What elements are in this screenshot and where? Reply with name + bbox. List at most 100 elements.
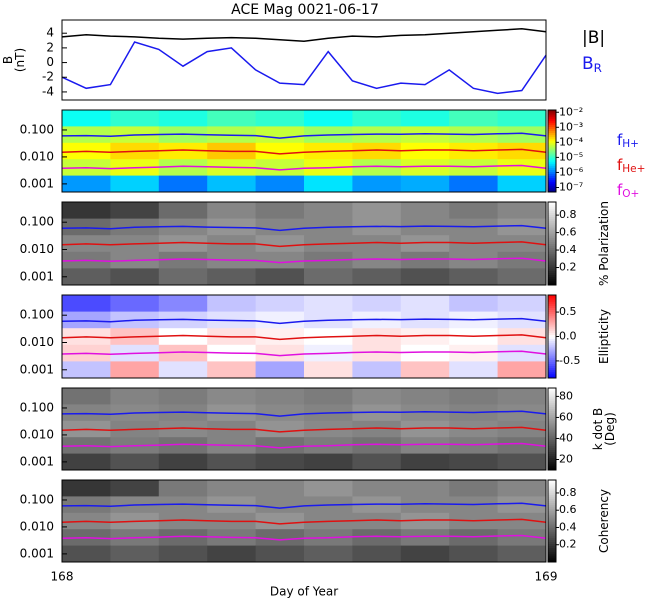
- heatmap-cell: [400, 529, 450, 547]
- heatmap-cell: [255, 480, 305, 497]
- colorbar-step: [548, 134, 556, 138]
- colorbar-step: [548, 455, 556, 459]
- colorbar-step: [548, 508, 556, 512]
- heatmap-cell: [400, 218, 450, 236]
- colorbar-step: [548, 165, 556, 168]
- colorbar-frame: [547, 109, 557, 193]
- heatmap-cell: [158, 388, 208, 405]
- heatmap-cell: [255, 529, 305, 547]
- colorbar-step: [548, 321, 556, 325]
- colorbar-step: [548, 159, 556, 162]
- colorbar-step: [548, 467, 556, 471]
- panel-frame: [61, 387, 547, 471]
- y-tick-label: 0.010: [20, 519, 54, 533]
- data-line: [61, 317, 547, 325]
- heatmap-cell: [62, 268, 111, 286]
- heatmap-cell: [158, 142, 208, 160]
- colorbar-step: [548, 525, 556, 528]
- colorbar-step: [548, 398, 556, 401]
- heatmap-cell: [304, 110, 353, 127]
- heatmap-cell: [497, 545, 547, 563]
- heatmap-cell: [207, 268, 257, 286]
- colorbar-step: [548, 260, 556, 263]
- heatmap-cell: [400, 126, 450, 144]
- legend-name: f: [617, 181, 623, 199]
- data-line: [61, 132, 547, 139]
- colorbar-step: [548, 406, 556, 409]
- colorbar-step: [548, 222, 556, 226]
- colorbar-step: [548, 357, 556, 360]
- colorbar-step: [548, 433, 556, 436]
- legend-subscript: R: [594, 61, 602, 75]
- heatmap-cell: [110, 268, 160, 286]
- colorbar-step: [548, 457, 556, 461]
- colorbar-step: [548, 212, 556, 215]
- colorbar-step: [548, 539, 556, 542]
- heatmap-cell: [497, 480, 547, 497]
- heatmap-cell: [352, 480, 402, 497]
- heatmap-cell: [497, 218, 547, 236]
- heatmap-cell: [449, 529, 499, 547]
- heatmap-cell: [304, 202, 353, 220]
- heatmap-cell: [497, 251, 547, 269]
- colorbar-step: [548, 214, 556, 218]
- heatmap-cell: [62, 480, 111, 497]
- colorbar-step: [548, 282, 556, 286]
- colorbar-step: [548, 461, 556, 465]
- colorbar-step: [548, 328, 556, 331]
- heatmap-cell: [400, 110, 450, 127]
- colorbar-step: [548, 224, 556, 228]
- colorbar-step: [548, 559, 556, 563]
- heatmap-cell: [352, 545, 402, 563]
- colorbar-step: [548, 247, 556, 251]
- heatmap-cell: [497, 142, 547, 160]
- y-tick-label: 0: [46, 55, 54, 69]
- colorbar-step: [548, 270, 556, 274]
- colorbar-step: [548, 346, 556, 350]
- colorbar-step: [548, 531, 556, 534]
- colorbar-step: [548, 355, 556, 358]
- colorbar-tick-label: 60: [559, 410, 573, 423]
- colorbar-tick-label: 20: [559, 452, 573, 465]
- heatmap-cell: [255, 202, 305, 220]
- colorbar-step: [548, 218, 556, 222]
- colorbar-step: [548, 155, 556, 158]
- heatmap-cell: [497, 512, 547, 530]
- heatmap-cell: [255, 218, 305, 236]
- colorbar-tick-label: 40: [559, 431, 573, 444]
- y-tick-label: 0.010: [20, 242, 54, 256]
- heatmap-cell: [400, 453, 450, 471]
- colorbar-step: [548, 330, 556, 333]
- heatmap-cell: [207, 110, 257, 127]
- heatmap-cell: [497, 361, 547, 379]
- colorbar-step: [548, 506, 556, 510]
- heatmap-cell: [158, 545, 208, 563]
- colorbar-step: [548, 272, 556, 276]
- colorbar-step: [548, 278, 556, 282]
- heatmap-cell: [400, 295, 450, 313]
- colorbar-step: [548, 365, 556, 369]
- heatmap-cell: [497, 453, 547, 471]
- colorbar-step: [548, 120, 556, 123]
- heatmap-cell: [255, 512, 305, 530]
- heatmap-cell: [62, 295, 111, 313]
- colorbar-step: [548, 543, 556, 547]
- heatmap-cell: [497, 268, 547, 286]
- heatmap-cell: [158, 251, 208, 269]
- colorbar-tick-label: 10⁻⁶: [559, 165, 584, 178]
- y-tick-label: 0.100: [20, 492, 54, 506]
- heatmap-cell: [255, 404, 305, 422]
- colorbar-step: [548, 297, 556, 300]
- x-tick-label: 169: [535, 570, 558, 584]
- legend-label: fH+: [617, 131, 639, 151]
- heatmap-cell: [497, 344, 547, 362]
- panel-frame: [61, 294, 547, 379]
- heatmap-cell: [497, 175, 547, 193]
- data-line: [61, 410, 547, 417]
- colorbar-step: [548, 553, 556, 557]
- heatmap-cell: [400, 311, 450, 329]
- heatmap-cell: [304, 175, 353, 193]
- colorbar-step: [548, 311, 556, 315]
- heatmap-cell: [400, 175, 450, 193]
- colorbar-step: [548, 400, 556, 403]
